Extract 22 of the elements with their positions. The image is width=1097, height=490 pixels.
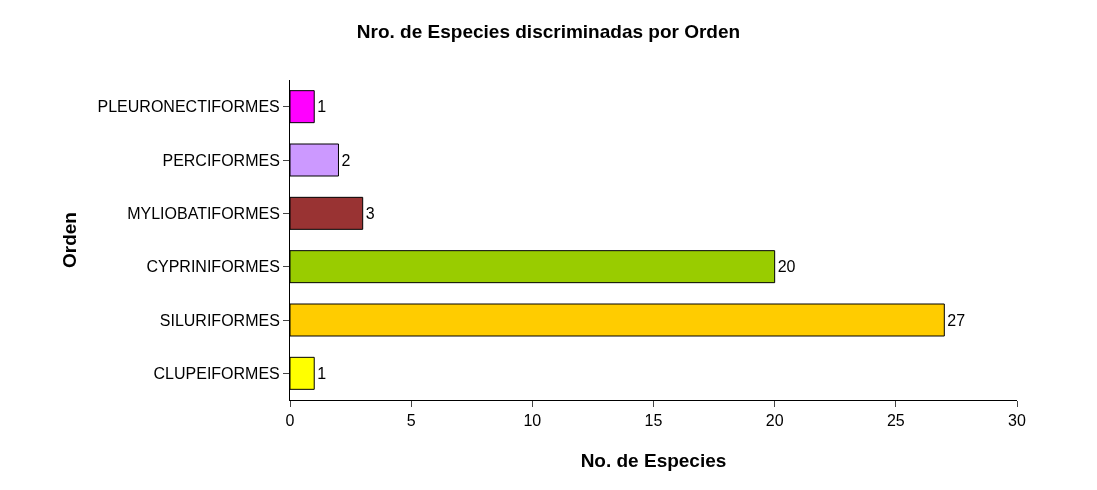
data-label: 27 — [947, 311, 966, 329]
y-tick-label: PERCIFORMES — [162, 151, 280, 169]
data-label: 1 — [317, 364, 327, 382]
x-tick-label: 10 — [523, 412, 542, 430]
x-axis-title: No. de Especies — [580, 450, 727, 471]
x-tick-label: 0 — [285, 412, 295, 430]
y-tick-label: PLEURONECTIFORMES — [97, 98, 280, 116]
data-label: 1 — [317, 98, 327, 116]
x-tick-label: 20 — [765, 412, 784, 430]
x-tick-label: 25 — [886, 412, 905, 430]
y-tick-label: MYLIOBATIFORMES — [127, 204, 280, 222]
y-tick-label: SILURIFORMES — [159, 311, 280, 329]
x-tick-label: 30 — [1008, 412, 1026, 430]
data-label: 3 — [365, 204, 375, 222]
data-label: 2 — [341, 151, 351, 169]
chart-title: Nro. de Especies discriminadas por Orden — [356, 20, 741, 42]
y-tick-label: CLUPEIFORMES — [153, 364, 280, 382]
y-axis-title: Orden — [59, 212, 81, 268]
data-label: 20 — [777, 258, 796, 276]
x-tick-label: 15 — [644, 412, 663, 430]
x-tick-label: 5 — [406, 412, 416, 430]
y-tick-label: CYPRINIFORMES — [146, 258, 280, 276]
